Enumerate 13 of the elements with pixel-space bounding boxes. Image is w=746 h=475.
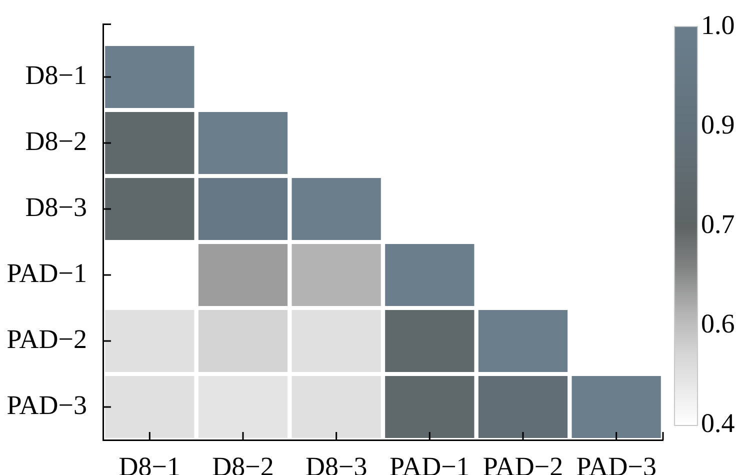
y-tick-label: D8−2 <box>25 126 87 156</box>
y-tick-label: D8−1 <box>25 60 87 90</box>
y-tick-label: PAD−2 <box>6 324 87 354</box>
x-tick-label: PAD−1 <box>390 451 470 475</box>
color-bar-label: 0.4 <box>701 408 736 438</box>
y-tick-label: PAD−3 <box>6 390 87 420</box>
y-tick-label: D8−3 <box>25 192 87 222</box>
x-tick-label: PAD−2 <box>482 451 564 475</box>
color-bar-label: 1.0 <box>701 10 735 40</box>
color-bar-label: 0.9 <box>701 110 735 140</box>
y-tick-label: PAD−1 <box>6 258 87 288</box>
color-bar-label: 0.7 <box>701 209 735 240</box>
color-bar-label: 0.6 <box>701 308 735 339</box>
